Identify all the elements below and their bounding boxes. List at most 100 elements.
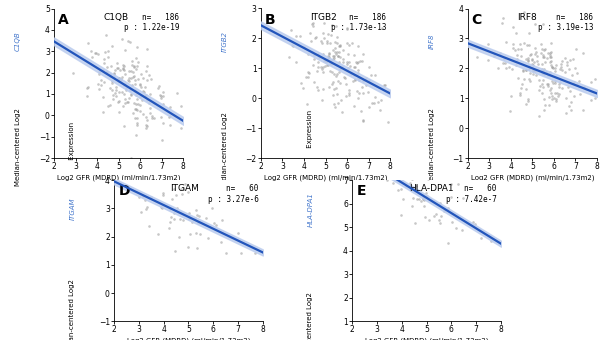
Point <box>405 180 415 186</box>
Point <box>146 195 155 200</box>
Point <box>94 70 104 75</box>
Point <box>447 219 457 225</box>
Point <box>164 115 174 120</box>
Point <box>546 86 556 91</box>
Point <box>330 105 340 110</box>
Point <box>353 67 363 72</box>
Point <box>419 197 429 202</box>
Point <box>532 53 542 58</box>
Point <box>335 42 345 48</box>
Point <box>287 27 296 33</box>
Point <box>118 36 127 41</box>
Point <box>331 46 340 51</box>
Point <box>308 21 318 26</box>
Point <box>353 43 362 49</box>
Point <box>86 48 96 54</box>
Point <box>307 21 317 27</box>
Point <box>353 75 363 81</box>
Point <box>187 219 196 224</box>
Point <box>534 87 544 92</box>
Point <box>131 133 141 138</box>
Point <box>217 240 226 245</box>
Point <box>418 197 428 202</box>
Point <box>557 58 567 64</box>
Point <box>569 79 579 85</box>
Point <box>523 56 533 61</box>
Point <box>136 84 146 89</box>
Point <box>83 40 93 46</box>
Point <box>158 121 167 126</box>
Point <box>105 102 115 108</box>
Point <box>361 83 370 88</box>
Point <box>329 55 339 61</box>
Point <box>323 63 333 68</box>
Point <box>98 109 108 114</box>
Point <box>331 73 341 78</box>
Point <box>329 87 338 92</box>
Point <box>530 45 539 50</box>
Point <box>352 59 361 65</box>
Point <box>409 185 418 190</box>
Point <box>398 196 407 202</box>
Text: Median-centered Log2 C1QB Expression: Median-centered Log2 C1QB Expression <box>0 339 1 340</box>
Point <box>141 122 151 127</box>
Point <box>325 40 335 46</box>
Text: Expression: Expression <box>307 110 313 150</box>
Point <box>157 160 166 165</box>
Point <box>557 86 566 91</box>
Point <box>547 78 557 84</box>
Point <box>508 41 518 47</box>
Point <box>545 52 555 57</box>
Point <box>141 92 151 98</box>
Point <box>320 63 330 69</box>
Point <box>328 69 337 75</box>
Point <box>307 38 316 43</box>
Point <box>547 62 556 68</box>
Point <box>126 68 136 74</box>
Point <box>534 114 544 119</box>
Point <box>343 52 353 57</box>
Point <box>527 62 536 67</box>
Point <box>545 59 554 64</box>
Point <box>506 94 516 99</box>
Point <box>512 56 522 62</box>
Point <box>555 66 565 72</box>
Point <box>142 47 152 52</box>
Point <box>538 21 547 26</box>
Point <box>545 73 555 78</box>
Text: ITGB2: ITGB2 <box>221 31 227 52</box>
Point <box>172 205 181 210</box>
Point <box>521 67 531 72</box>
Point <box>418 170 428 175</box>
Text: Median-centered Log2 ITGAM Expression: Median-centered Log2 ITGAM Expression <box>0 339 1 340</box>
Point <box>317 66 327 71</box>
Point <box>343 61 352 67</box>
Point <box>578 51 588 56</box>
Point <box>288 44 298 49</box>
Point <box>118 67 128 72</box>
Point <box>544 84 553 89</box>
Point <box>343 65 353 71</box>
Point <box>364 89 373 95</box>
Point <box>535 77 544 83</box>
Point <box>335 80 345 85</box>
Point <box>357 58 367 64</box>
Point <box>568 56 577 62</box>
Point <box>153 85 163 91</box>
Point <box>170 249 180 254</box>
Point <box>470 221 480 227</box>
Point <box>135 94 145 100</box>
Point <box>113 75 123 81</box>
Point <box>156 96 166 101</box>
Point <box>331 86 341 91</box>
Point <box>566 107 576 113</box>
Point <box>401 183 411 189</box>
Point <box>158 89 168 95</box>
Point <box>127 82 136 87</box>
Point <box>146 76 156 82</box>
Point <box>149 101 159 106</box>
Point <box>358 51 368 56</box>
Point <box>142 125 151 131</box>
Point <box>180 182 190 187</box>
Point <box>556 79 565 85</box>
